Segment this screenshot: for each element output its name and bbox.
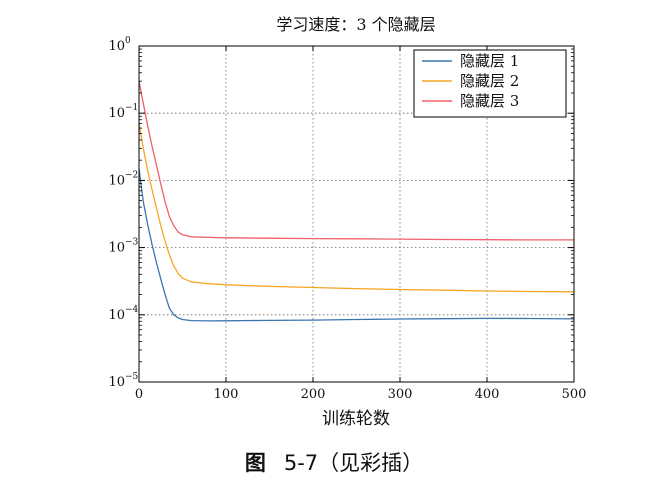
- x-tick-label: 100: [214, 387, 239, 402]
- series-line-3: [138, 80, 574, 241]
- y-tick-label: 10: [108, 39, 125, 54]
- x-tick-label: 0: [135, 387, 143, 402]
- legend-label-2: 隐藏层 2: [460, 72, 519, 90]
- x-axis-label: 训练轮数: [322, 409, 390, 429]
- series-line-1: [138, 168, 575, 322]
- y-tick-exponent: −4: [125, 305, 139, 315]
- x-tick-label: 500: [562, 387, 587, 402]
- y-tick-label: 10: [108, 241, 125, 256]
- y-tick-exponent: −3: [125, 238, 139, 248]
- y-tick-base: 10: [108, 308, 125, 323]
- y-tick-base: 10: [108, 241, 125, 256]
- y-tick-label: 10: [108, 375, 125, 390]
- x-tick-label: 200: [301, 387, 326, 402]
- series-layer: [138, 80, 575, 322]
- figure-number: 5-7: [283, 451, 319, 475]
- y-tick-exponent: −1: [125, 103, 138, 113]
- y-tick-label: 10: [108, 308, 125, 323]
- y-tick-base: 10: [108, 375, 125, 390]
- series-line-2: [138, 123, 575, 293]
- y-tick-base: 10: [108, 39, 125, 54]
- y-tick-exponent: −2: [125, 170, 138, 180]
- figure-note: （见彩插）: [318, 451, 424, 475]
- y-tick-label: 10: [108, 106, 125, 121]
- legend-label-3: 隐藏层 3: [460, 92, 519, 110]
- y-tick-base: 10: [108, 173, 125, 188]
- x-tick-labels: 0 100 200 300 400 500: [135, 387, 587, 402]
- plot-frame: [138, 45, 575, 383]
- y-tick-exponent: −5: [125, 372, 139, 382]
- x-tick-label: 400: [475, 387, 500, 402]
- y-tick-exponent: 0: [125, 36, 131, 46]
- legend: 隐藏层 1 隐藏层 2 隐藏层 3: [413, 49, 567, 118]
- tick-layer: [138, 45, 575, 383]
- y-tick-base: 10: [108, 106, 125, 121]
- chart-title: 学习速度：3 个隐藏层: [276, 15, 435, 34]
- figure-label: 图: [244, 451, 266, 475]
- legend-label-1: 隐藏层 1: [460, 52, 519, 70]
- y-tick-label: 10: [108, 173, 125, 188]
- figure-caption: 图 5-7（见彩插）: [0, 447, 668, 477]
- x-tick-label: 300: [388, 387, 413, 402]
